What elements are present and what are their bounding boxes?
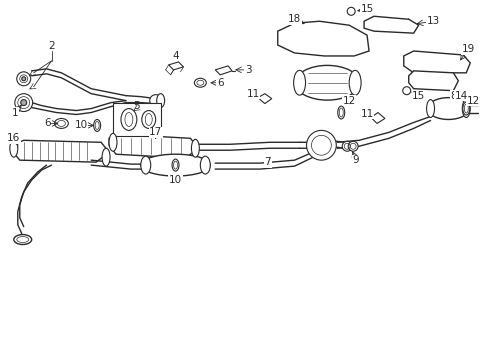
Ellipse shape <box>10 139 18 157</box>
Ellipse shape <box>349 70 361 95</box>
Circle shape <box>15 94 33 112</box>
Text: 17: 17 <box>149 127 162 138</box>
Circle shape <box>150 95 162 107</box>
Polygon shape <box>404 51 470 73</box>
Text: 8: 8 <box>450 91 457 101</box>
Polygon shape <box>278 21 369 56</box>
Ellipse shape <box>141 154 210 176</box>
Ellipse shape <box>172 159 179 171</box>
Text: 2: 2 <box>48 41 55 51</box>
Polygon shape <box>109 134 198 158</box>
Ellipse shape <box>192 139 199 157</box>
Polygon shape <box>169 62 183 70</box>
Ellipse shape <box>462 100 470 117</box>
Circle shape <box>348 141 358 151</box>
Text: 13: 13 <box>427 16 440 26</box>
Ellipse shape <box>14 235 32 244</box>
Text: 1: 1 <box>11 108 18 117</box>
Ellipse shape <box>109 133 117 151</box>
Text: 6: 6 <box>44 118 51 129</box>
Circle shape <box>307 130 336 160</box>
Text: 10: 10 <box>169 175 182 185</box>
Text: 18: 18 <box>288 14 301 24</box>
Ellipse shape <box>463 102 470 115</box>
Bar <box>113 103 161 136</box>
Text: 11: 11 <box>361 108 374 118</box>
Text: 14: 14 <box>455 91 468 101</box>
Text: 5: 5 <box>134 100 140 111</box>
Polygon shape <box>364 16 418 33</box>
Polygon shape <box>215 66 232 75</box>
Ellipse shape <box>141 156 151 174</box>
Ellipse shape <box>200 156 210 174</box>
Ellipse shape <box>295 66 360 100</box>
Ellipse shape <box>157 94 165 108</box>
Ellipse shape <box>121 109 137 130</box>
Polygon shape <box>371 113 385 123</box>
Polygon shape <box>409 71 458 91</box>
Text: 9: 9 <box>353 155 360 165</box>
Text: 3: 3 <box>245 65 251 75</box>
Ellipse shape <box>102 148 110 166</box>
Ellipse shape <box>195 78 206 87</box>
Text: 7: 7 <box>265 157 271 167</box>
Text: 15: 15 <box>361 4 374 14</box>
Text: 6: 6 <box>217 78 223 88</box>
Circle shape <box>17 72 31 86</box>
Ellipse shape <box>142 111 156 129</box>
Text: 16: 16 <box>7 133 21 143</box>
Text: 19: 19 <box>462 44 475 54</box>
Polygon shape <box>258 94 272 104</box>
Circle shape <box>22 77 25 81</box>
Ellipse shape <box>428 98 469 120</box>
Circle shape <box>342 141 352 151</box>
Ellipse shape <box>294 70 306 95</box>
Text: 4: 4 <box>172 51 179 61</box>
Text: 11: 11 <box>246 89 260 99</box>
Circle shape <box>21 100 26 105</box>
Text: 10: 10 <box>74 121 88 130</box>
Text: 12: 12 <box>343 96 356 105</box>
Ellipse shape <box>338 106 345 119</box>
Circle shape <box>403 87 411 95</box>
Text: 15: 15 <box>412 91 425 101</box>
Text: 12: 12 <box>466 96 480 105</box>
Ellipse shape <box>427 100 435 117</box>
Ellipse shape <box>54 118 69 129</box>
Polygon shape <box>12 140 109 162</box>
Ellipse shape <box>94 120 100 131</box>
Circle shape <box>347 7 355 15</box>
